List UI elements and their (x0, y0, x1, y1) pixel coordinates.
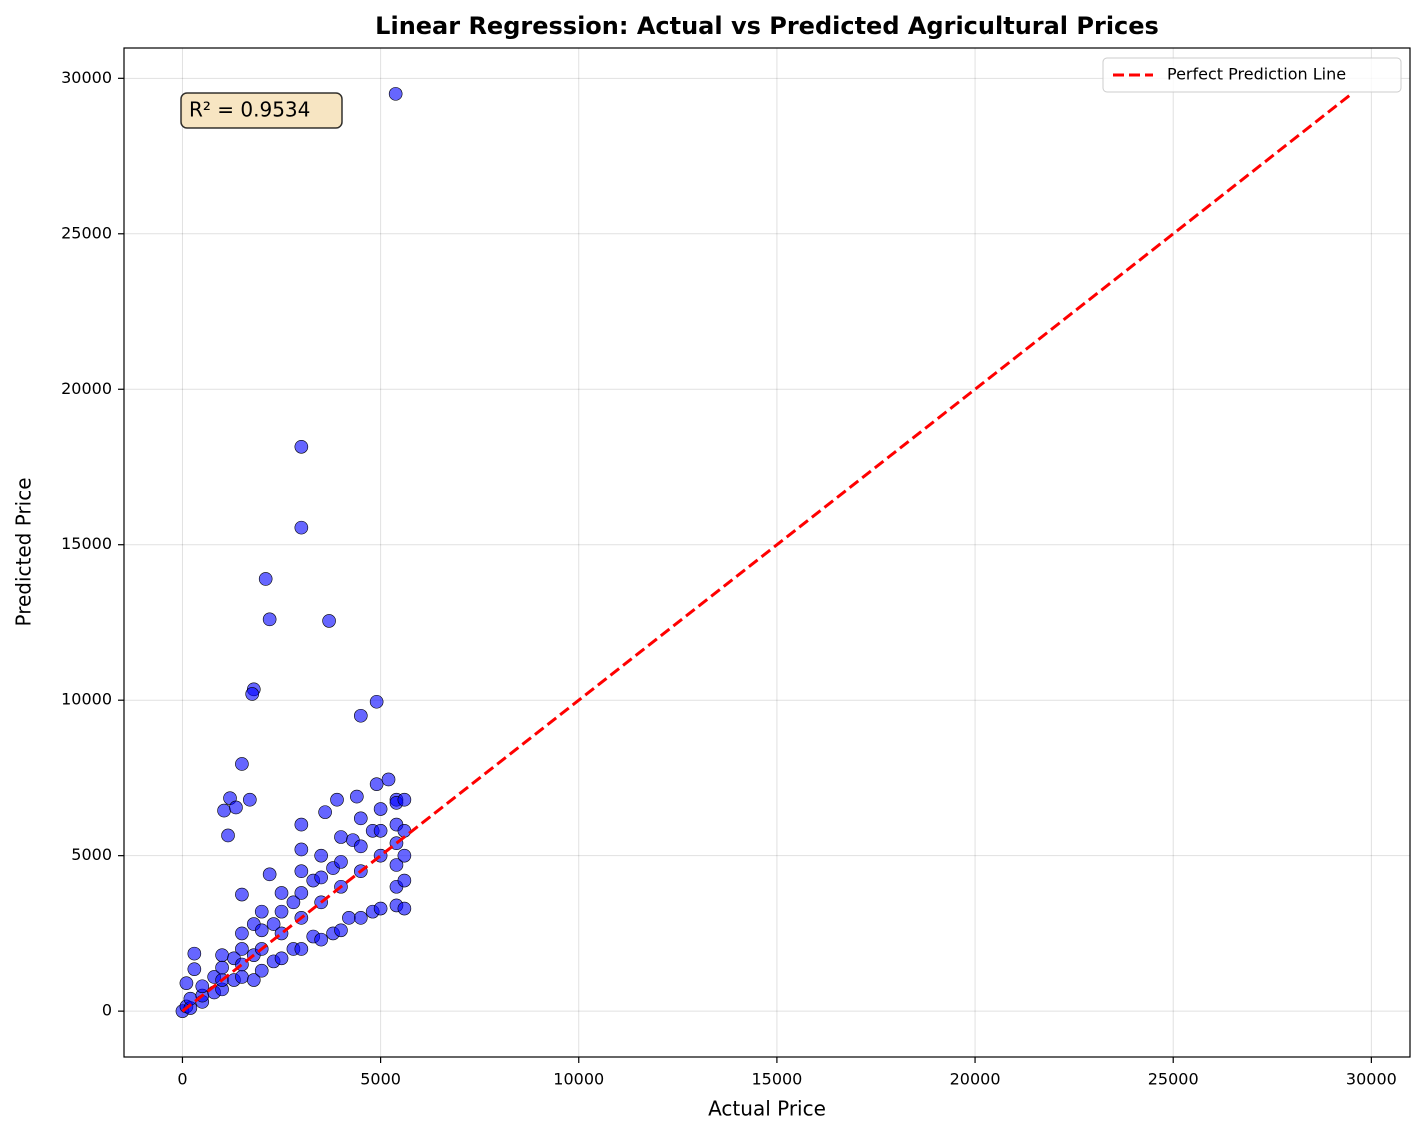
scatter-point (353, 839, 368, 854)
annotation-box (180, 92, 343, 129)
scatter-point (389, 858, 404, 872)
scatter-point (353, 708, 368, 723)
scatter-point (322, 614, 336, 628)
plot-frame (123, 47, 1411, 1058)
scatter-point (388, 87, 403, 101)
scatter-point (334, 830, 348, 844)
scatter-point (397, 848, 412, 863)
reference-line (181, 92, 1353, 1013)
scatter-point (397, 901, 412, 916)
y-tick-label: 25000 (61, 223, 112, 242)
scatter-point (369, 777, 384, 791)
scatter-point (221, 828, 235, 843)
scatter-point (381, 772, 396, 787)
chart-title: Linear Regression: Actual vs Predicted A… (375, 12, 1159, 40)
y-tick-label: 0 (102, 1001, 112, 1020)
x-axis-label: Actual Price (708, 1097, 826, 1121)
scatter-point (330, 792, 344, 807)
x-tick-label: 5000 (360, 1070, 401, 1089)
scatter-point (229, 800, 243, 815)
scatter-point (314, 932, 328, 947)
x-tick-label: 20000 (950, 1070, 1001, 1089)
y-tick-label: 30000 (61, 68, 112, 87)
scatter-point (266, 917, 281, 931)
scatter-point (373, 823, 388, 838)
scatter-point (274, 886, 289, 900)
scatter-point (254, 963, 269, 978)
y-axis-label: Predicted Price (12, 477, 36, 626)
x-tick-label: 25000 (1148, 1070, 1199, 1089)
annotation: R² = 0.9534 (180, 92, 343, 129)
scatter-point (353, 911, 368, 925)
scatter-point (215, 948, 229, 962)
y-tick-label: 15000 (61, 534, 112, 553)
scatter-point (397, 873, 412, 888)
scatter-point (235, 942, 249, 956)
scatter-point (258, 572, 273, 586)
legend: Perfect Prediction Line (1102, 57, 1402, 93)
x-tick-label: 0 (177, 1070, 187, 1089)
scatter-point (318, 805, 332, 819)
scatter-point (286, 895, 301, 910)
scatter-point (397, 792, 412, 807)
scatter-point (243, 792, 257, 807)
scatter-point (353, 811, 368, 826)
scatter-point (369, 694, 384, 709)
x-tick-label: 10000 (553, 1070, 604, 1089)
scatter-point (342, 911, 356, 925)
scatter-point (262, 867, 277, 882)
scatter-point (187, 962, 202, 976)
scatter-point (397, 823, 412, 838)
scatter-point (235, 887, 249, 902)
y-tick-label: 20000 (61, 379, 112, 398)
y-tick-label: 5000 (71, 845, 112, 864)
y-tick-label: 10000 (61, 690, 112, 709)
scatter-point (294, 864, 309, 879)
scatter-point (294, 439, 309, 454)
x-tick-label: 30000 (1346, 1070, 1397, 1089)
scatter-point (215, 960, 229, 975)
scatter-point (314, 848, 328, 863)
scatter-point (217, 803, 231, 818)
scatter-point (254, 904, 269, 919)
scatter-point (187, 946, 202, 961)
scatter-point (294, 520, 309, 535)
scatter-point (195, 979, 210, 994)
scatter-point (183, 991, 198, 1006)
scatter-point (294, 817, 309, 832)
scatter-point (179, 976, 194, 990)
legend-label: Perfect Prediction Line (1167, 65, 1346, 84)
scatter-point (294, 942, 309, 956)
scatter-point (334, 923, 348, 938)
scatter-point (294, 842, 309, 857)
x-tick-label: 15000 (751, 1070, 802, 1089)
scatter-point (274, 904, 289, 919)
scatter-point (314, 870, 328, 885)
scatter-point (294, 886, 309, 900)
scatter-point (274, 951, 289, 966)
scatter-point (373, 802, 388, 816)
scatter-point (246, 973, 261, 987)
scatter-point (235, 926, 249, 941)
scatter-point (373, 901, 388, 916)
scatter-point (245, 687, 260, 701)
scatter-point (235, 757, 249, 771)
scatter-point (235, 970, 249, 984)
legend-box (1102, 57, 1402, 93)
scatter-point (254, 923, 269, 938)
scatter-point (350, 789, 364, 804)
annotation-text: R² = 0.9534 (189, 98, 310, 122)
scatter-point (262, 612, 277, 627)
scatter-point (334, 855, 348, 869)
